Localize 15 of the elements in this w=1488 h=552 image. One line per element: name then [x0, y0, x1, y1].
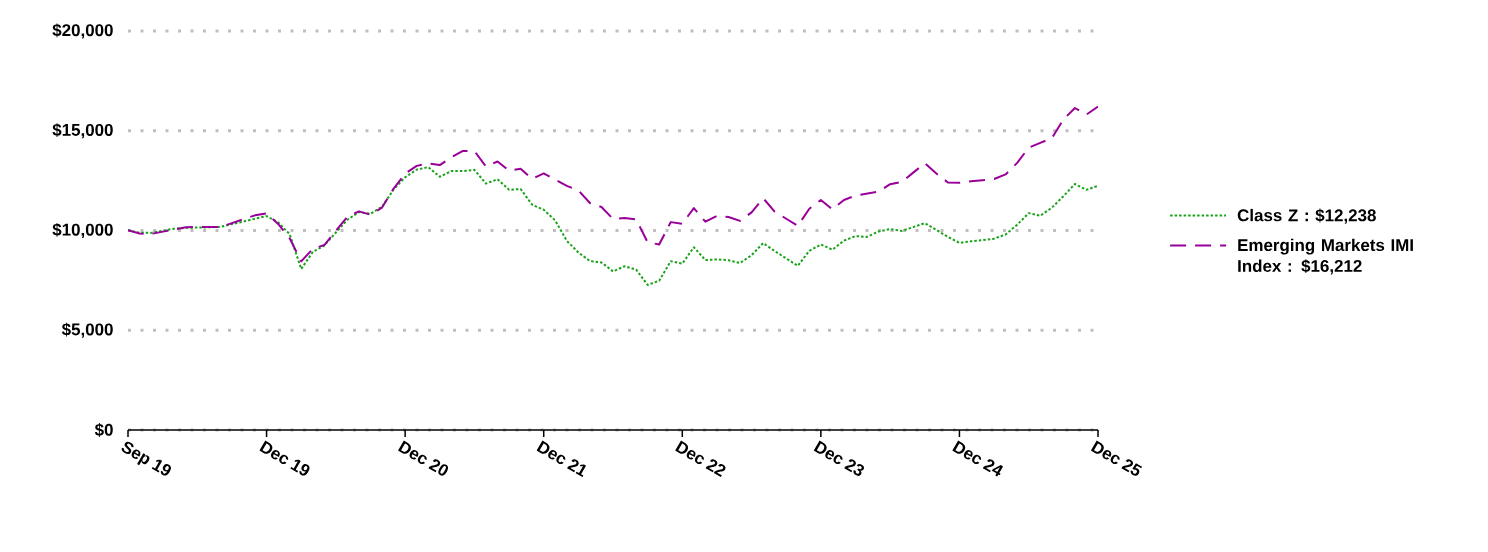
- x-tick-label: Dec 23: [813, 440, 865, 476]
- x-tick-label: Dec 22: [675, 440, 726, 477]
- x-tick-label: Dec 25: [1090, 440, 1143, 476]
- x-tick-label: Dec 20: [398, 440, 449, 476]
- x-tick-label: Dec 21: [536, 440, 587, 478]
- legend-label: Emerging Markets IMI Index : $16,212: [1238, 238, 1413, 275]
- x-tick-label: Sep 19: [121, 441, 171, 476]
- y-tick-label: $5,000: [61, 322, 113, 338]
- x-tick-label: Dec 19: [259, 440, 310, 476]
- y-tick-label: $20,000: [52, 23, 113, 39]
- legend-label: Class Z : $12,238: [1237, 208, 1376, 224]
- y-tick-label: $0: [94, 423, 113, 437]
- y-tick-label: $10,000: [52, 222, 113, 239]
- x-tick-label: Dec 24: [952, 440, 1004, 477]
- y-tick-label: $15,000: [52, 123, 113, 139]
